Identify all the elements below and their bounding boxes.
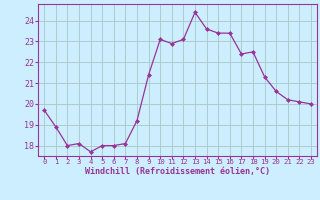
X-axis label: Windchill (Refroidissement éolien,°C): Windchill (Refroidissement éolien,°C) [85, 167, 270, 176]
